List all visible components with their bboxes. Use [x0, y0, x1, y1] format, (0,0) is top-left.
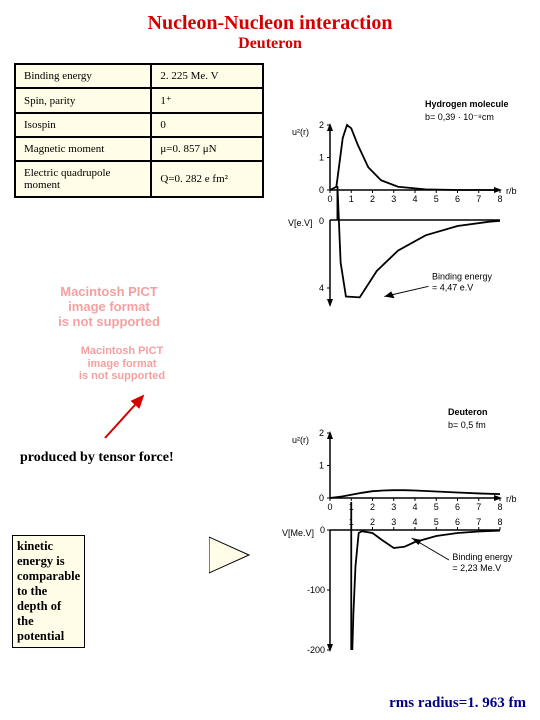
page-title: Nucleon-Nucleon interaction — [0, 0, 540, 35]
svg-text:b= 0,39 · 10⁻⁸cm: b= 0,39 · 10⁻⁸cm — [425, 112, 494, 122]
svg-text:1: 1 — [349, 194, 354, 204]
svg-text:4: 4 — [412, 502, 417, 512]
table-cell-label: Magnetic moment — [15, 137, 151, 161]
svg-text:3: 3 — [391, 517, 396, 527]
table-cell-value: 0 — [151, 113, 263, 137]
svg-text:4: 4 — [412, 194, 417, 204]
table-cell-label: Electric quadrupole moment — [15, 161, 151, 197]
table-row: Electric quadrupole momentQ=0. 282 e fm² — [15, 161, 263, 197]
svg-text:0: 0 — [320, 525, 325, 535]
hydrogen-chart: Hydrogen molecule b= 0,39 · 10⁻⁸cm u²(r) 0 1… — [280, 85, 535, 335]
svg-text:Deuteron: Deuteron — [448, 407, 488, 417]
svg-text:1: 1 — [319, 461, 324, 471]
tensor-arrow-icon — [95, 390, 155, 445]
svg-text:6: 6 — [455, 502, 460, 512]
svg-text:V[e.V]: V[e.V] — [288, 218, 313, 228]
svg-text:0: 0 — [327, 502, 332, 512]
svg-text:Hydrogen molecule: Hydrogen molecule — [425, 99, 509, 109]
svg-text:7: 7 — [476, 517, 481, 527]
svg-text:8: 8 — [497, 502, 502, 512]
svg-text:5: 5 — [434, 502, 439, 512]
svg-text:0: 0 — [319, 216, 324, 226]
svg-text:4: 4 — [319, 283, 324, 293]
svg-text:3: 3 — [391, 194, 396, 204]
properties-table: Binding energy2. 225 Me. V Spin, parity1… — [14, 63, 264, 198]
svg-text:Binding energy: Binding energy — [452, 552, 513, 562]
svg-text:u²(r): u²(r) — [292, 127, 309, 137]
table-cell-label: Binding energy — [15, 64, 151, 88]
svg-text:1: 1 — [319, 153, 324, 163]
svg-text:3: 3 — [391, 502, 396, 512]
svg-text:2: 2 — [370, 194, 375, 204]
svg-text:0: 0 — [319, 185, 324, 195]
svg-text:0: 0 — [319, 493, 324, 503]
svg-text:6: 6 — [455, 517, 460, 527]
table-cell-value: 2. 225 Me. V — [151, 64, 263, 88]
svg-text:2: 2 — [370, 502, 375, 512]
kinetic-arrow-icon — [209, 535, 251, 577]
table-cell-label: Isospin — [15, 113, 151, 137]
kinetic-energy-box: kinetic energy is comparableto the depth… — [12, 535, 85, 648]
svg-text:4: 4 — [412, 517, 417, 527]
svg-text:7: 7 — [476, 194, 481, 204]
svg-text:2: 2 — [319, 428, 324, 438]
svg-text:8: 8 — [497, 517, 502, 527]
svg-text:6: 6 — [455, 194, 460, 204]
svg-text:Binding energy: Binding energy — [432, 272, 493, 282]
svg-text:0: 0 — [327, 194, 332, 204]
svg-text:-200: -200 — [307, 645, 325, 655]
svg-text:2: 2 — [319, 120, 324, 130]
svg-text:V[Me.V]: V[Me.V] — [282, 528, 314, 538]
table-cell-value: μ=0. 857 μN — [151, 137, 263, 161]
tensor-force-label: produced by tensor force! — [20, 450, 174, 466]
pict-placeholder-2: Macintosh PICTimage formatis not support… — [52, 345, 192, 383]
svg-text:= 2,23 Me.V: = 2,23 Me.V — [452, 563, 501, 573]
svg-text:u²(r): u²(r) — [292, 435, 309, 445]
table-cell-value: 1⁺ — [151, 88, 263, 113]
svg-text:5: 5 — [434, 194, 439, 204]
svg-text:2: 2 — [370, 517, 375, 527]
svg-text:r/b: r/b — [506, 494, 517, 504]
svg-text:b= 0,5 fm: b= 0,5 fm — [448, 420, 486, 430]
svg-text:7: 7 — [476, 502, 481, 512]
rms-radius-label: rms radius=1. 963 fm — [389, 695, 526, 712]
svg-text:-100: -100 — [307, 585, 325, 595]
deuteron-chart: Deuteronb= 0,5 fmu²(r)012012345678r/bV[M… — [280, 395, 535, 680]
svg-text:= 4,47 e.V: = 4,47 e.V — [432, 283, 473, 293]
svg-text:r/b: r/b — [506, 186, 517, 196]
table-cell-value: Q=0. 282 e fm² — [151, 161, 263, 197]
pict-placeholder-1: Macintosh PICTimage formatis not support… — [24, 285, 194, 330]
table-row: Binding energy2. 225 Me. V — [15, 64, 263, 88]
table-cell-label: Spin, parity — [15, 88, 151, 113]
table-row: Magnetic momentμ=0. 857 μN — [15, 137, 263, 161]
svg-text:8: 8 — [497, 194, 502, 204]
page-subtitle: Deuteron — [0, 35, 540, 53]
svg-text:5: 5 — [434, 517, 439, 527]
table-row: Isospin0 — [15, 113, 263, 137]
table-row: Spin, parity1⁺ — [15, 88, 263, 113]
